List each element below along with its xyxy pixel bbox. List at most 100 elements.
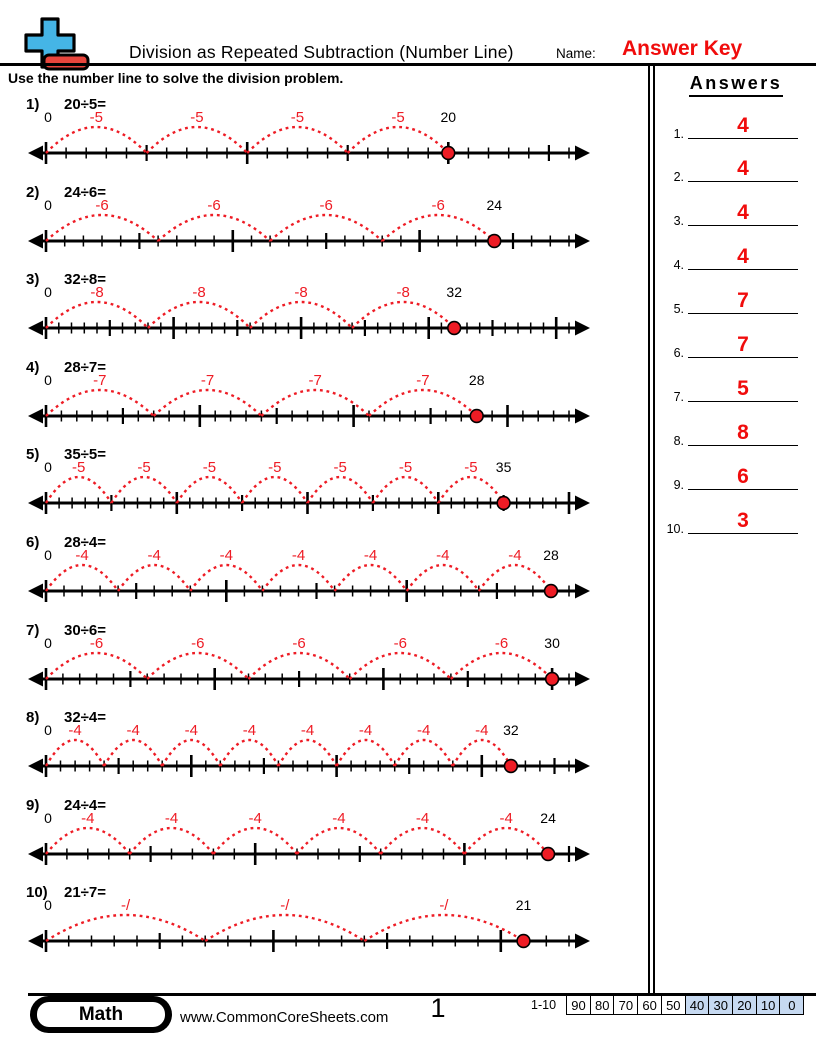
score-cell-80: 80 xyxy=(589,995,615,1015)
jump-label: -6 xyxy=(90,635,103,652)
jump-label: -/ xyxy=(280,897,290,914)
problem-row-1: 1) 20÷5= -5 -5 -5 -5 0 20 xyxy=(6,92,650,180)
jump-label: -/ xyxy=(439,897,449,914)
answers-panel: Answers 1. 4 2. 4 3. 4 4. 4 5. 7 6. 7 7. 5 8. 8 9. 6 10. 3 xyxy=(656,64,816,993)
problem-equation: 24÷4= xyxy=(64,796,107,814)
right-arrow-icon xyxy=(575,408,590,424)
jump-label: -8 xyxy=(294,284,307,301)
left-arrow-icon xyxy=(28,933,43,949)
jump-arc xyxy=(189,563,264,592)
number-line-svg: -6 -6 -6 -6 -6 0 30 xyxy=(28,635,590,690)
jump-label: -6 xyxy=(495,635,508,652)
jump-arc xyxy=(241,476,309,505)
jump-label: -7 xyxy=(201,372,214,389)
answer-row-3: 3. 4 xyxy=(658,194,808,229)
jump-label: -5 xyxy=(190,109,203,126)
number-line-svg: -8 -8 -8 -8 0 32 xyxy=(28,284,590,340)
answer-value: 3 xyxy=(737,508,749,532)
left-arrow-icon xyxy=(28,320,43,336)
instruction-text: Use the number line to solve the divisio… xyxy=(8,70,344,86)
problem-equation: 21÷7= xyxy=(64,884,107,902)
jump-arc xyxy=(393,738,454,767)
jump-label: -5 xyxy=(137,459,150,476)
website-text: www.CommonCoreSheets.com xyxy=(180,1009,389,1026)
right-arrow-icon xyxy=(575,233,590,249)
left-arrow-icon xyxy=(28,408,43,424)
jump-arc xyxy=(451,738,512,767)
jump-label: -8 xyxy=(397,284,410,301)
answer-number: 6. xyxy=(673,346,684,360)
right-arrow-icon xyxy=(575,933,590,949)
jump-label: -4 xyxy=(75,547,88,564)
jump-arc xyxy=(146,651,250,680)
jump-arc xyxy=(335,738,396,767)
left-arrow-icon xyxy=(28,583,43,599)
jump-arc xyxy=(45,914,206,943)
left-arrow-icon xyxy=(28,671,43,687)
jump-label: -6 xyxy=(207,197,220,214)
dividend-label: 35 xyxy=(496,459,512,475)
jump-arc xyxy=(45,213,159,242)
jump-label: -5 xyxy=(399,459,412,476)
jump-arc xyxy=(368,388,478,417)
problem-number: 10) xyxy=(26,884,48,902)
answer-value: 4 xyxy=(737,201,749,225)
score-cell-40: 40 xyxy=(684,995,710,1015)
start-label: 0 xyxy=(44,722,52,738)
answer-value: 4 xyxy=(737,113,749,137)
answer-number: 7. xyxy=(673,389,684,404)
jump-arc xyxy=(348,651,452,680)
jump-label: -5 xyxy=(391,109,404,126)
jump-label: -8 xyxy=(192,284,205,301)
score-cell-50: 50 xyxy=(660,995,686,1015)
jump-label: -7 xyxy=(309,372,322,389)
jump-arc xyxy=(110,476,178,505)
minus-icon xyxy=(42,53,90,71)
jump-label: -4 xyxy=(500,810,513,827)
jump-label: -5 xyxy=(72,459,85,476)
jump-label: -4 xyxy=(301,722,314,739)
problem-number: 2) xyxy=(26,183,40,201)
answer-value: 6 xyxy=(737,464,749,488)
problem-equation: 32÷8= xyxy=(64,271,107,289)
score-cell-70: 70 xyxy=(613,995,639,1015)
start-label: 0 xyxy=(44,547,52,563)
jump-arc xyxy=(269,213,384,242)
jump-arc xyxy=(247,651,351,680)
jump-arc xyxy=(249,300,353,330)
score-range-label: 1-10 xyxy=(531,998,557,1012)
jump-arc xyxy=(103,738,164,767)
answer-value: 4 xyxy=(737,245,749,269)
answer-number: 3. xyxy=(673,214,684,229)
problem-row-9: 9) 24÷4= -4 -4 -4 -4 -4 -4 0 24 xyxy=(6,793,650,881)
problem-row-10: 10) 21÷7= -/ -/ -/ 0 21 xyxy=(6,880,650,968)
jump-arc xyxy=(175,476,244,505)
right-arrow-icon xyxy=(575,758,590,774)
answer-row-9: 9. 6 xyxy=(658,458,808,492)
jump-arc xyxy=(45,563,120,592)
jump-arc xyxy=(161,738,222,767)
problems-list: 1) 20÷5= -5 -5 -5 -5 0 20 2) 24÷6= -6 -6 -6 -6 0 24 3) 32… xyxy=(6,92,650,968)
start-label: 0 xyxy=(44,810,52,826)
jump-label: -4 xyxy=(364,547,377,564)
jump-label: -4 xyxy=(508,547,521,564)
dividend-label: 24 xyxy=(540,810,556,826)
answer-row-2: 2. 4 xyxy=(658,150,808,184)
answer-number: 4. xyxy=(673,258,684,273)
start-label: 0 xyxy=(44,897,52,913)
endpoint-dot xyxy=(487,233,502,248)
answer-value: 4 xyxy=(737,157,749,181)
jump-arc xyxy=(117,563,192,592)
problem-row-7: 7) 30÷6= -6 -6 -6 -6 -6 0 30 xyxy=(6,618,650,706)
answer-blank-line: 7 xyxy=(688,325,798,358)
problem-row-8: 8) 32÷4= -4 -4 -4 -4 -4 -4 -4 -4 0 32 xyxy=(6,705,650,793)
start-label: 0 xyxy=(44,197,52,213)
jump-label: -4 xyxy=(417,722,430,739)
answer-row-5: 5. 7 xyxy=(658,282,808,316)
answers-divider xyxy=(648,66,655,993)
dividend-label: 21 xyxy=(516,897,532,913)
answer-row-6: 6. 7 xyxy=(658,325,808,360)
right-arrow-icon xyxy=(575,671,590,687)
jump-label: -5 xyxy=(291,109,304,126)
answer-row-8: 8. 8 xyxy=(658,414,808,448)
